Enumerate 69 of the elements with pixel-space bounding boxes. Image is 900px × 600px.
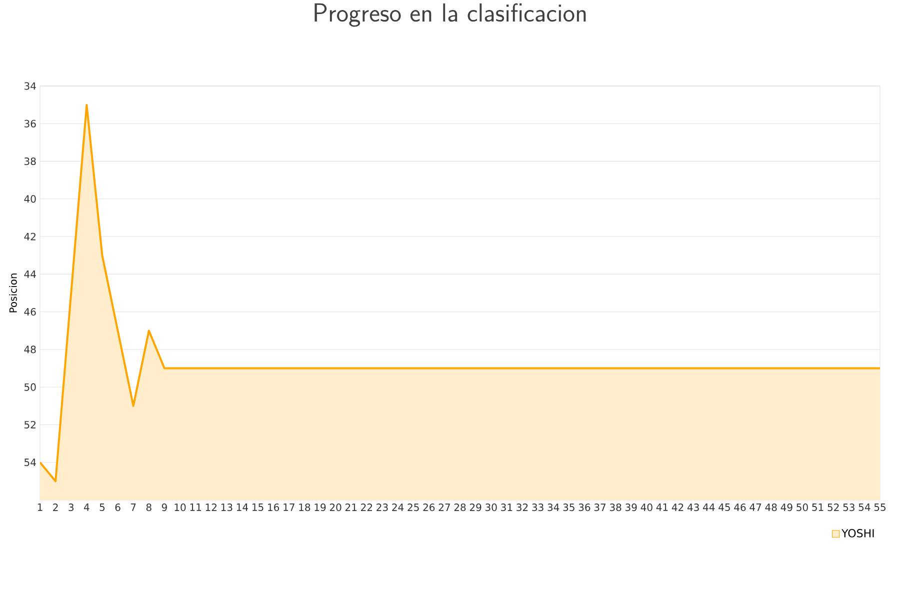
x-tick-label: 2 [53, 504, 58, 511]
x-tick-label: 21 [345, 504, 357, 511]
x-tick-label: 32 [516, 504, 528, 512]
x-tick-label: 31 [501, 504, 512, 512]
x-tick-label: 20 [330, 504, 342, 512]
x-tick-label: 16 [268, 504, 280, 512]
x-tick-label: 54 [858, 504, 870, 511]
x-tick-label: 22 [361, 504, 372, 511]
y-tick-label: 48 [24, 346, 36, 354]
x-tick-label: 23 [376, 504, 388, 512]
x-tick-label: 13 [221, 504, 232, 512]
x-tick-label: 36 [578, 504, 590, 512]
x-tick-label: 53 [843, 504, 854, 512]
x-tick-label: 26 [423, 504, 435, 512]
y-tick-label: 52 [24, 420, 36, 429]
x-tick-label: 51 [812, 504, 824, 511]
x-tick-label: 9 [162, 504, 167, 512]
x-tick-label: 10 [174, 504, 186, 512]
y-axis-title: Posicion [9, 274, 17, 312]
x-tick-label: 15 [252, 504, 264, 511]
x-tick-label: 30 [486, 504, 497, 512]
x-tick-label: 7 [130, 504, 136, 511]
x-tick-label: 6 [115, 504, 120, 512]
y-tick-label: 34 [24, 82, 36, 90]
y-tick-label: 40 [24, 195, 36, 203]
x-tick-label: 4 [84, 504, 90, 511]
x-tick-label: 27 [438, 504, 450, 511]
x-tick-label: 49 [780, 504, 792, 512]
x-tick-label: 38 [610, 504, 622, 512]
y-tick-label: 54 [24, 458, 36, 466]
x-tick-label: 28 [454, 504, 466, 512]
x-tick-label: 52 [828, 504, 839, 512]
x-tick-label: 55 [874, 504, 886, 511]
y-tick-label: 38 [24, 157, 36, 166]
x-tick-label: 40 [640, 504, 652, 512]
x-tick-label: 34 [548, 504, 560, 512]
x-tick-label: 24 [392, 504, 404, 511]
x-tick-label: 1 [38, 504, 42, 511]
x-tick-label: 37 [594, 504, 606, 512]
x-tick-label: 11 [190, 504, 201, 511]
x-tick-label: 47 [750, 504, 762, 511]
y-tick-label: 42 [24, 232, 36, 240]
x-tick-label: 39 [626, 504, 637, 512]
x-tick-label: 42 [672, 504, 684, 511]
x-tick-label: 12 [206, 504, 216, 511]
legend-label: YOSHI [842, 529, 874, 538]
x-tick-label: 33 [532, 504, 544, 512]
x-tick-label: 45 [718, 504, 730, 511]
x-tick-label: 19 [314, 504, 326, 512]
x-tick-label: 43 [687, 504, 699, 512]
x-tick-label: 35 [563, 504, 574, 512]
x-tick-label: 41 [656, 504, 668, 511]
x-tick-label: 14 [236, 504, 248, 511]
x-tick-label: 18 [299, 504, 310, 512]
x-tick-label: 46 [734, 504, 746, 512]
x-tick-label: 44 [703, 504, 715, 511]
x-tick-label: 3 [68, 504, 74, 512]
x-tick-label: 29 [470, 504, 482, 512]
y-tick-label: 46 [24, 308, 36, 316]
y-tick-label: 50 [24, 383, 36, 391]
y-tick-label: 36 [24, 120, 36, 128]
x-tick-label: 5 [100, 504, 105, 511]
x-tick-label: 8 [146, 504, 152, 512]
x-tick-label: 50 [796, 504, 808, 512]
x-tick-label: 17 [284, 504, 294, 511]
x-tick-label: 25 [408, 504, 419, 512]
y-tick-label: 44 [24, 270, 36, 278]
x-tick-label: 48 [765, 504, 777, 512]
chart-title: Progreso en la clasificacion [314, 3, 586, 27]
